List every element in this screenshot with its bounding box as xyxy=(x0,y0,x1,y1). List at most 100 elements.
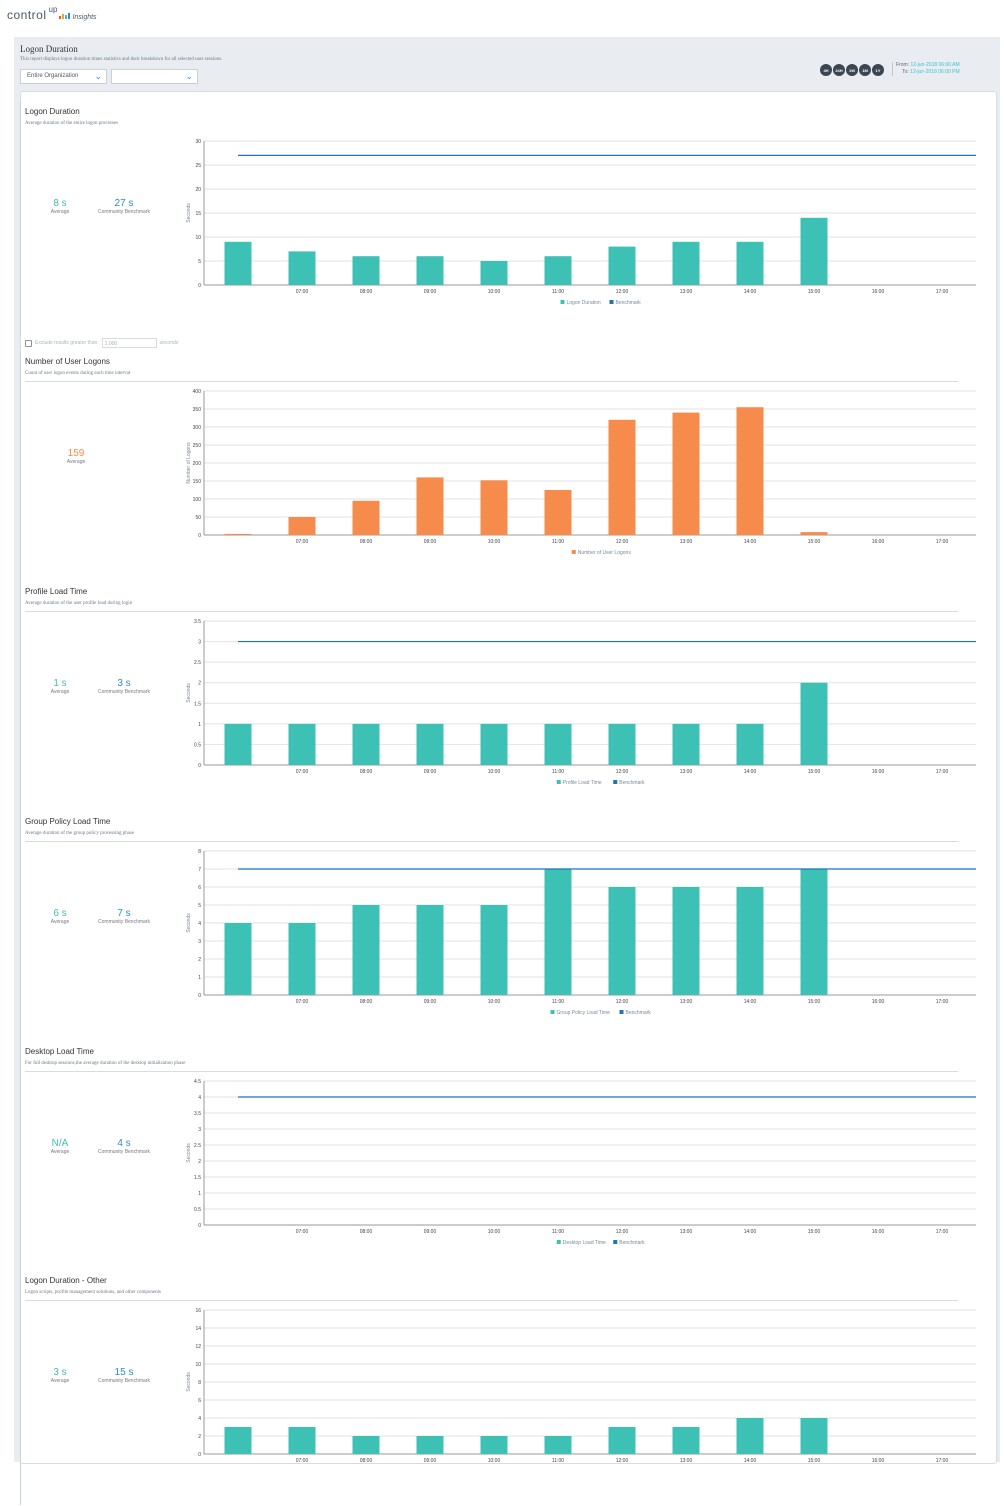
section-title: Number of User Logons xyxy=(25,357,110,366)
y-tick-label: 8 xyxy=(198,1380,201,1386)
y-tick-label: 2 xyxy=(198,957,201,963)
bar xyxy=(224,1427,252,1454)
y-tick-label: 1 xyxy=(198,1191,201,1197)
section-description: Average duration of the group policy pro… xyxy=(25,831,135,836)
legend-swatch xyxy=(619,1010,624,1014)
x-tick-label: 10:00 xyxy=(488,1229,501,1235)
y-axis-label: Seconds xyxy=(186,1372,192,1392)
x-tick-label: 07:00 xyxy=(296,539,309,545)
benchmark-value: 27 s xyxy=(114,198,134,209)
bar xyxy=(480,905,508,995)
report-content xyxy=(20,91,997,1464)
y-tick-label: 400 xyxy=(193,389,202,395)
x-tick-label: 13:00 xyxy=(680,999,693,1005)
bar-chart: 0 0.5 1 1.5 2 2.5 3 3.5 Seconds 07:00 08:00 09:00 10… xyxy=(186,619,976,786)
x-tick-label: 14:00 xyxy=(744,1229,757,1235)
y-tick-label: 6 xyxy=(198,1398,201,1404)
y-tick-label: 3.5 xyxy=(194,619,201,625)
x-tick-label: 07:00 xyxy=(296,999,309,1005)
x-tick-label: 12:00 xyxy=(616,1229,629,1235)
legend-label: Group Policy Load Time xyxy=(557,1010,611,1016)
x-tick-label: 12:00 xyxy=(616,539,629,545)
x-tick-label: 15:00 xyxy=(808,769,821,775)
x-tick-label: 14:00 xyxy=(744,1458,757,1464)
bar-chart: 0 0.5 1 1.5 2 2.5 3 3.5 4 4.5 Seconds 07:00 08:00 09:… xyxy=(186,1079,976,1246)
exclude-checkbox[interactable] xyxy=(25,339,32,347)
x-tick-label: 07:00 xyxy=(296,1458,309,1464)
average-stat: N/A Average xyxy=(30,1138,90,1155)
x-tick-label: 11:00 xyxy=(552,999,564,1005)
range-button-1m[interactable]: 1M xyxy=(859,64,871,76)
bar xyxy=(800,532,828,535)
x-tick-label: 07:00 xyxy=(296,769,309,775)
y-tick-label: 2.5 xyxy=(194,1143,201,1149)
y-tick-label: 300 xyxy=(193,425,202,431)
bar xyxy=(800,682,828,765)
average-value: 159 xyxy=(67,448,85,459)
exclude-threshold-input[interactable]: 1,000 xyxy=(101,338,157,348)
x-tick-label: 15:00 xyxy=(808,1229,821,1235)
section-border xyxy=(20,1041,21,1276)
x-tick-label: 12:00 xyxy=(616,1458,629,1464)
average-value: 8 s xyxy=(53,198,67,209)
range-button-1w[interactable]: 1W xyxy=(846,64,858,76)
y-tick-label: 25 xyxy=(195,163,201,169)
x-tick-label: 11:00 xyxy=(552,769,564,775)
x-tick-label: 13:00 xyxy=(680,1458,693,1464)
average-value: N/A xyxy=(51,1138,69,1149)
bar xyxy=(736,407,764,535)
section-title: Desktop Load Time xyxy=(25,1047,94,1056)
benchmark-label: Community Benchmark xyxy=(98,689,150,695)
x-tick-label: 15:00 xyxy=(808,289,821,295)
x-tick-label: 15:00 xyxy=(808,999,821,1005)
x-tick-label: 09:00 xyxy=(424,1229,437,1235)
secondary-select[interactable]: ⌄ xyxy=(111,69,198,84)
x-tick-label: 16:00 xyxy=(872,289,885,295)
bar xyxy=(736,1418,764,1454)
range-button-1y[interactable]: 1Y xyxy=(872,64,884,76)
x-tick-label: 13:00 xyxy=(680,769,693,775)
from-value[interactable]: 12-jun-2018 06:00 AM xyxy=(910,62,960,68)
section-description: Average duration of the entire logon pro… xyxy=(25,121,118,126)
bar xyxy=(800,1418,828,1454)
bar xyxy=(544,1436,572,1454)
to-value[interactable]: 12-jun-2018 06:00 PM xyxy=(910,69,960,75)
x-tick-label: 17:00 xyxy=(936,1229,949,1235)
chart-section: Logon Duration Average duration of the e… xyxy=(20,101,1000,337)
y-tick-label: 10 xyxy=(195,1362,201,1368)
y-axis-label: Seconds xyxy=(186,683,192,703)
bar xyxy=(288,517,316,535)
bar xyxy=(480,1436,508,1454)
y-tick-label: 2 xyxy=(198,1434,201,1440)
chevron-down-icon: ⌄ xyxy=(185,71,193,81)
section-border xyxy=(20,101,21,336)
bar xyxy=(800,217,828,285)
range-button-4h[interactable]: 4H xyxy=(820,64,832,76)
x-tick-label: 09:00 xyxy=(424,999,437,1005)
bar xyxy=(608,419,636,535)
logo-product: Insights xyxy=(72,14,97,21)
average-value: 6 s xyxy=(53,908,67,919)
section-description: Logon scripts, profile management soluti… xyxy=(25,1290,161,1295)
x-tick-label: 09:00 xyxy=(424,539,437,545)
x-tick-label: 15:00 xyxy=(808,1458,821,1464)
scope-select[interactable]: Entire Organization ⌄ xyxy=(20,69,107,84)
average-stat: 159 Average xyxy=(46,448,106,465)
bar xyxy=(224,533,252,535)
legend-swatch xyxy=(613,780,618,784)
x-tick-label: 13:00 xyxy=(680,1229,693,1235)
y-tick-label: 7 xyxy=(198,867,201,873)
y-tick-label: 3 xyxy=(198,1127,201,1133)
y-tick-label: 1.5 xyxy=(194,701,201,707)
y-tick-label: 0.5 xyxy=(194,742,201,748)
section-description: Count of user logon events during each t… xyxy=(25,371,131,376)
bar xyxy=(416,256,444,285)
bar xyxy=(416,1436,444,1454)
legend-swatch xyxy=(609,300,614,304)
legend-label: Desktop Load Time xyxy=(563,1240,606,1246)
x-tick-label: 17:00 xyxy=(936,999,949,1005)
y-axis-label: Number of Logons xyxy=(186,442,192,484)
range-button-24h[interactable]: 24H xyxy=(833,64,845,76)
chevron-down-icon: ⌄ xyxy=(94,71,102,81)
benchmark-label: Community Benchmark xyxy=(98,209,150,215)
